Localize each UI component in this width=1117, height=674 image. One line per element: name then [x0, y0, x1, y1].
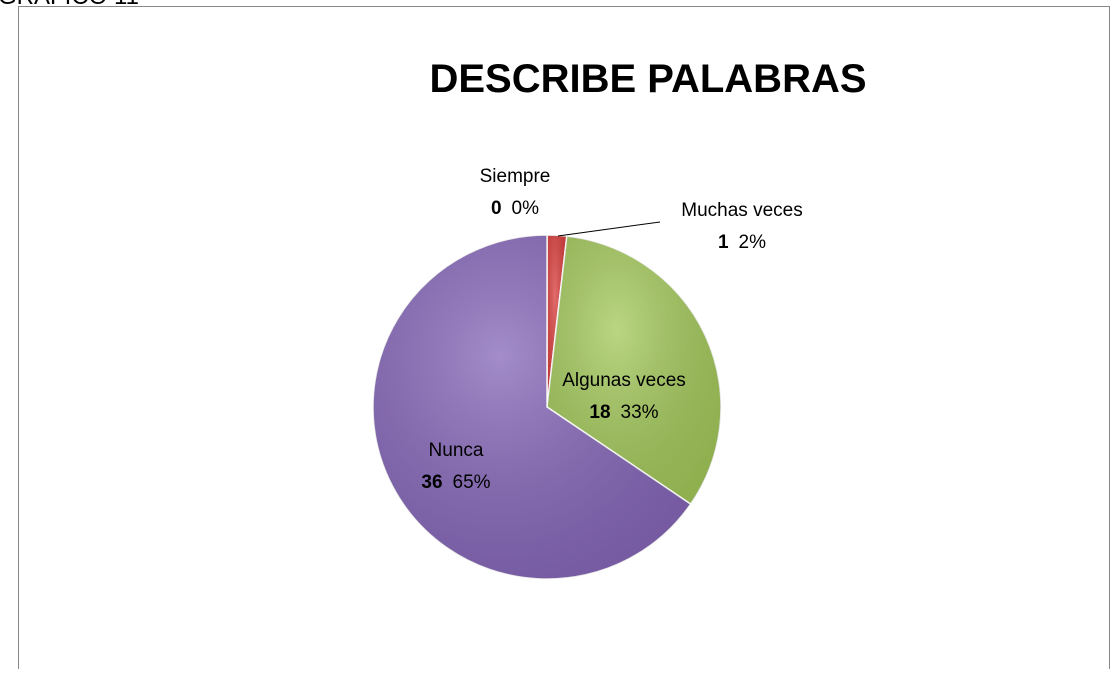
data-label-percent: 0% [512, 198, 540, 219]
slice-shade [547, 236, 721, 505]
data-label-percent: 33% [621, 402, 659, 423]
data-label-value: 18 33% [589, 402, 658, 423]
caption: GRÁFICO 11 [0, 0, 139, 10]
data-label-count: 36 [421, 472, 442, 493]
data-label-name: Siempre [480, 166, 551, 187]
chart-title: DESCRIBE PALABRAS [429, 57, 866, 101]
data-label-percent: 2% [739, 232, 767, 253]
data-label-count: 1 [718, 232, 729, 253]
leader-line [557, 221, 661, 237]
data-label-count: 0 [491, 198, 502, 219]
data-label-name: Nunca [429, 440, 484, 461]
data-label-value: 36 65% [421, 472, 490, 493]
data-label-count: 18 [589, 402, 610, 423]
data-label-value: 0 0% [491, 198, 539, 219]
data-label-name: Muchas veces [681, 200, 802, 221]
slice-shade [372, 235, 691, 579]
data-label-name: Algunas veces [562, 370, 686, 391]
data-label-percent: 65% [453, 472, 491, 493]
pie [372, 234, 722, 580]
data-label-value: 1 2% [718, 232, 766, 253]
